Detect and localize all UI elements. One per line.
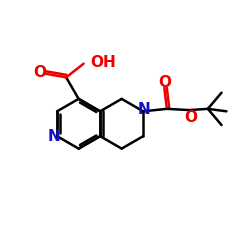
Text: N: N	[48, 129, 60, 144]
Text: O: O	[158, 75, 171, 90]
Text: O: O	[184, 110, 197, 124]
Text: O: O	[33, 65, 46, 80]
Text: OH: OH	[90, 55, 116, 70]
Text: N: N	[138, 102, 151, 117]
